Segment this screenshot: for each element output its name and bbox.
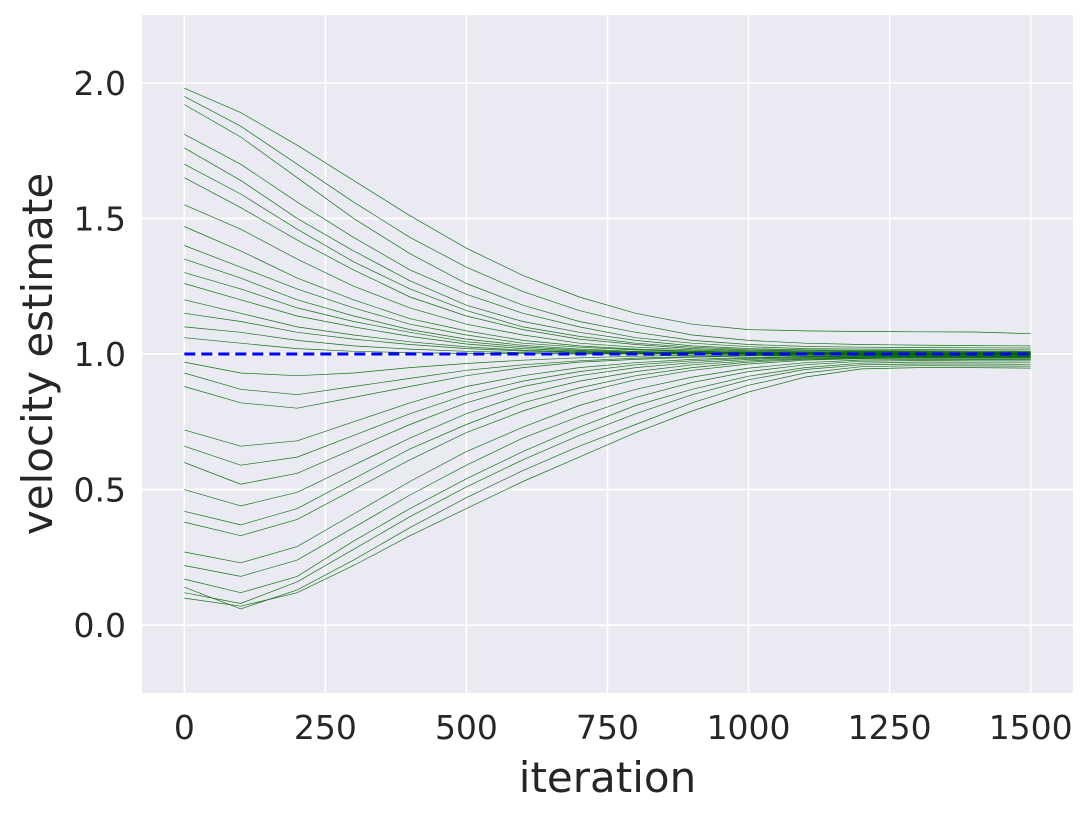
y-tick-label: 1.0 — [74, 335, 126, 374]
trace-line-24 — [184, 356, 1031, 507]
trace-line-29 — [184, 361, 1031, 594]
x-tick-label: 0 — [174, 708, 195, 747]
x-tick-label: 500 — [435, 708, 498, 747]
trace-line-26 — [184, 357, 1031, 537]
trace-line-3 — [184, 104, 1031, 349]
x-axis-label: iteration — [519, 753, 696, 802]
trace-line-2 — [184, 96, 1031, 347]
trace-line-1 — [184, 87, 1031, 335]
trace-line-21 — [184, 355, 1031, 447]
trace-line-5 — [184, 147, 1031, 352]
trace-line-7 — [184, 177, 1031, 353]
trace-line-30 — [184, 363, 1031, 604]
x-tick-label: 1000 — [707, 708, 791, 747]
x-tick-label: 750 — [576, 708, 639, 747]
trace-line-28 — [184, 359, 1031, 577]
trace-line-22 — [184, 355, 1031, 466]
y-tick-label: 0.5 — [74, 471, 126, 510]
y-tick-label: 2.0 — [74, 64, 126, 103]
y-tick-label: 0.0 — [74, 606, 126, 645]
y-axis-label: velocity estimate — [13, 173, 62, 535]
y-tick-label: 1.5 — [74, 199, 126, 238]
trace-line-8 — [184, 204, 1031, 353]
trace-line-31 — [184, 365, 1031, 610]
tick-labels: 0 250 500 750 1000 1250 1500 0.0 0.5 1.0 1.5 2.0 — [74, 64, 1073, 747]
x-tick-label: 250 — [294, 708, 357, 747]
trace-line-32 — [184, 367, 1031, 607]
trace-line-23 — [184, 356, 1031, 485]
trace-line-25 — [184, 357, 1031, 526]
x-tick-label: 1250 — [848, 708, 932, 747]
trace-line-27 — [184, 359, 1031, 564]
x-tick-label: 1500 — [989, 708, 1073, 747]
trace-line-4 — [184, 133, 1031, 351]
trace-line-6 — [184, 163, 1031, 352]
